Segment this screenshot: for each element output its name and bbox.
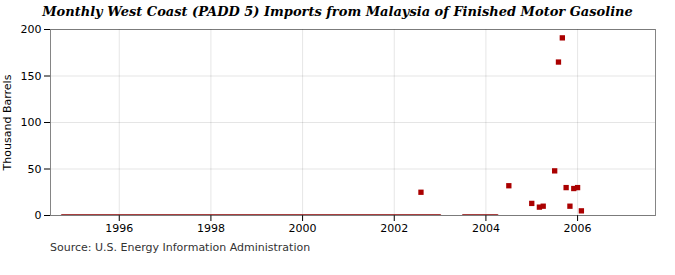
svg-text:200: 200 bbox=[21, 23, 42, 36]
svg-text:150: 150 bbox=[21, 70, 42, 83]
svg-text:2000: 2000 bbox=[289, 222, 317, 235]
svg-text:100: 100 bbox=[21, 116, 42, 129]
svg-text:2006: 2006 bbox=[564, 222, 592, 235]
html-text:Source: U.S. Energy Informatio: Source: U.S. Energy Information Administ… bbox=[50, 241, 311, 254]
svg-text:2002: 2002 bbox=[380, 222, 408, 235]
svg-text:0: 0 bbox=[35, 209, 42, 222]
svg-text:1998: 1998 bbox=[197, 222, 225, 235]
html-text:Monthly West Coast (PADD 5) Im: Monthly West Coast (PADD 5) Imports from… bbox=[42, 4, 633, 19]
svg-text:Thousand Barrels: Thousand Barrels bbox=[1, 74, 14, 171]
svg-text:50: 50 bbox=[28, 163, 42, 176]
svg-text:1996: 1996 bbox=[105, 222, 133, 235]
svg-text:2004: 2004 bbox=[472, 222, 500, 235]
